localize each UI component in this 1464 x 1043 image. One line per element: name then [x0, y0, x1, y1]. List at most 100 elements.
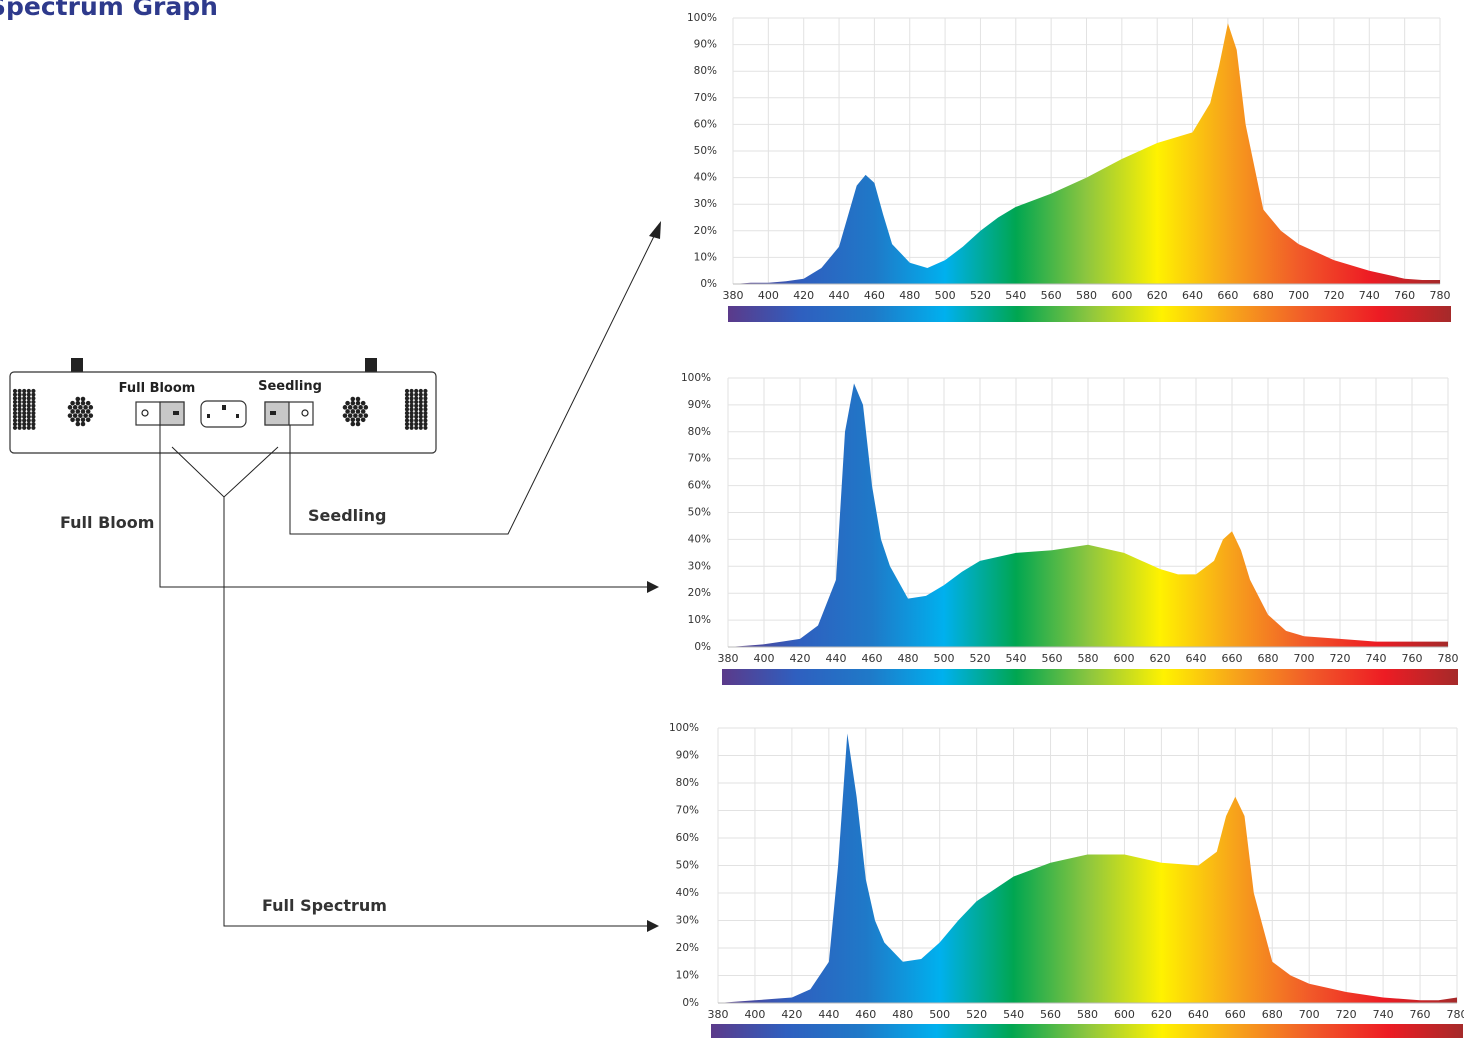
full-bloom-switch[interactable]: [136, 402, 184, 425]
led-dot: [410, 411, 414, 415]
led-dot: [22, 393, 26, 397]
x-tick-label: 600: [1114, 1008, 1135, 1021]
led-dot: [410, 389, 414, 393]
led-dot: [410, 407, 414, 411]
led-dot: [405, 426, 409, 430]
y-tick-label: 100%: [681, 372, 711, 384]
switch-label-full-bloom: Full Bloom: [119, 381, 196, 396]
led-dot: [27, 407, 31, 411]
led-dot: [414, 422, 418, 426]
x-tick-label: 720: [1323, 289, 1344, 302]
led-dot: [13, 393, 17, 397]
power-socket: [201, 401, 246, 427]
led-dot: [68, 413, 73, 418]
y-tick-label: 90%: [694, 39, 717, 51]
led-dot: [18, 422, 22, 426]
led-dot: [414, 415, 418, 419]
led-dot: [83, 413, 88, 418]
led-dot: [356, 422, 361, 427]
seedling-switch[interactable]: [265, 402, 313, 425]
x-tick-label: 760: [1402, 652, 1423, 665]
led-dot: [76, 401, 81, 406]
y-tick-label: 0%: [694, 641, 711, 653]
y-tick-label: 70%: [694, 92, 717, 104]
x-tick-label: 480: [898, 652, 919, 665]
led-dot: [22, 418, 26, 422]
y-tick-label: 70%: [688, 453, 711, 465]
x-tick-label: 540: [1005, 289, 1026, 302]
switch-label-seedling: Seedling: [258, 379, 322, 394]
led-dot: [423, 426, 427, 430]
led-dot: [89, 405, 94, 410]
hanger-left: [71, 358, 83, 372]
led-dot: [22, 426, 26, 430]
led-dot: [13, 426, 17, 430]
x-tick-label: 700: [1288, 289, 1309, 302]
y-tick-label: 10%: [676, 970, 699, 982]
led-dot: [81, 422, 86, 427]
led-dot: [13, 422, 17, 426]
y-tick-label: 50%: [694, 145, 717, 157]
arrowhead-seedling: [649, 221, 661, 239]
led-dot: [13, 389, 17, 393]
led-dot: [22, 400, 26, 404]
led-dot: [22, 411, 26, 415]
led-dot: [83, 405, 88, 410]
led-dot: [405, 422, 409, 426]
led-dot: [423, 411, 427, 415]
y-tick-label: 30%: [688, 560, 711, 572]
led-dot: [27, 411, 31, 415]
led-dot: [13, 411, 17, 415]
x-tick-label: 780: [1447, 1008, 1464, 1021]
led-dot: [410, 415, 414, 419]
led-dot: [22, 404, 26, 408]
x-tick-label: 780: [1430, 289, 1451, 302]
led-dot: [18, 393, 22, 397]
x-tick-label: 720: [1330, 652, 1351, 665]
x-tick-label: 520: [970, 289, 991, 302]
led-dot: [13, 404, 17, 408]
x-tick-label: 420: [790, 652, 811, 665]
led-dot: [86, 418, 91, 423]
y-tick-label: 70%: [676, 805, 699, 817]
label-seedling: Seedling: [308, 506, 387, 525]
led-dot: [419, 393, 423, 397]
led-dot: [27, 393, 31, 397]
led-dot: [414, 389, 418, 393]
x-tick-label: 680: [1258, 652, 1279, 665]
led-dot: [78, 405, 83, 410]
led-dot: [419, 407, 423, 411]
led-dot: [31, 396, 35, 400]
x-tick-label: 740: [1359, 289, 1380, 302]
x-tick-label: 700: [1299, 1008, 1320, 1021]
led-dot: [405, 396, 409, 400]
led-dot: [348, 405, 353, 410]
x-tick-label: 540: [1003, 1008, 1024, 1021]
x-tick-label: 660: [1222, 652, 1243, 665]
led-dot: [356, 397, 361, 402]
led-dot: [345, 401, 350, 406]
led-dot: [419, 426, 423, 430]
led-dot: [73, 413, 78, 418]
led-dot: [31, 404, 35, 408]
led-dot: [18, 415, 22, 419]
led-dot: [18, 418, 22, 422]
led-dot: [353, 413, 358, 418]
led-dot: [351, 397, 356, 402]
led-dot: [27, 418, 31, 422]
led-dot: [22, 389, 26, 393]
led-dot: [76, 422, 81, 427]
x-tick-label: 480: [892, 1008, 913, 1021]
led-dot: [18, 389, 22, 393]
led-dot: [351, 418, 356, 423]
led-dot: [86, 409, 91, 414]
full-spectrum-v-connector: [172, 447, 278, 497]
y-tick-label: 60%: [676, 832, 699, 844]
led-dot: [364, 413, 369, 418]
x-tick-label: 700: [1294, 652, 1315, 665]
led-dot: [348, 413, 353, 418]
arrowhead-full-bloom: [647, 581, 659, 593]
led-dot: [81, 401, 86, 406]
